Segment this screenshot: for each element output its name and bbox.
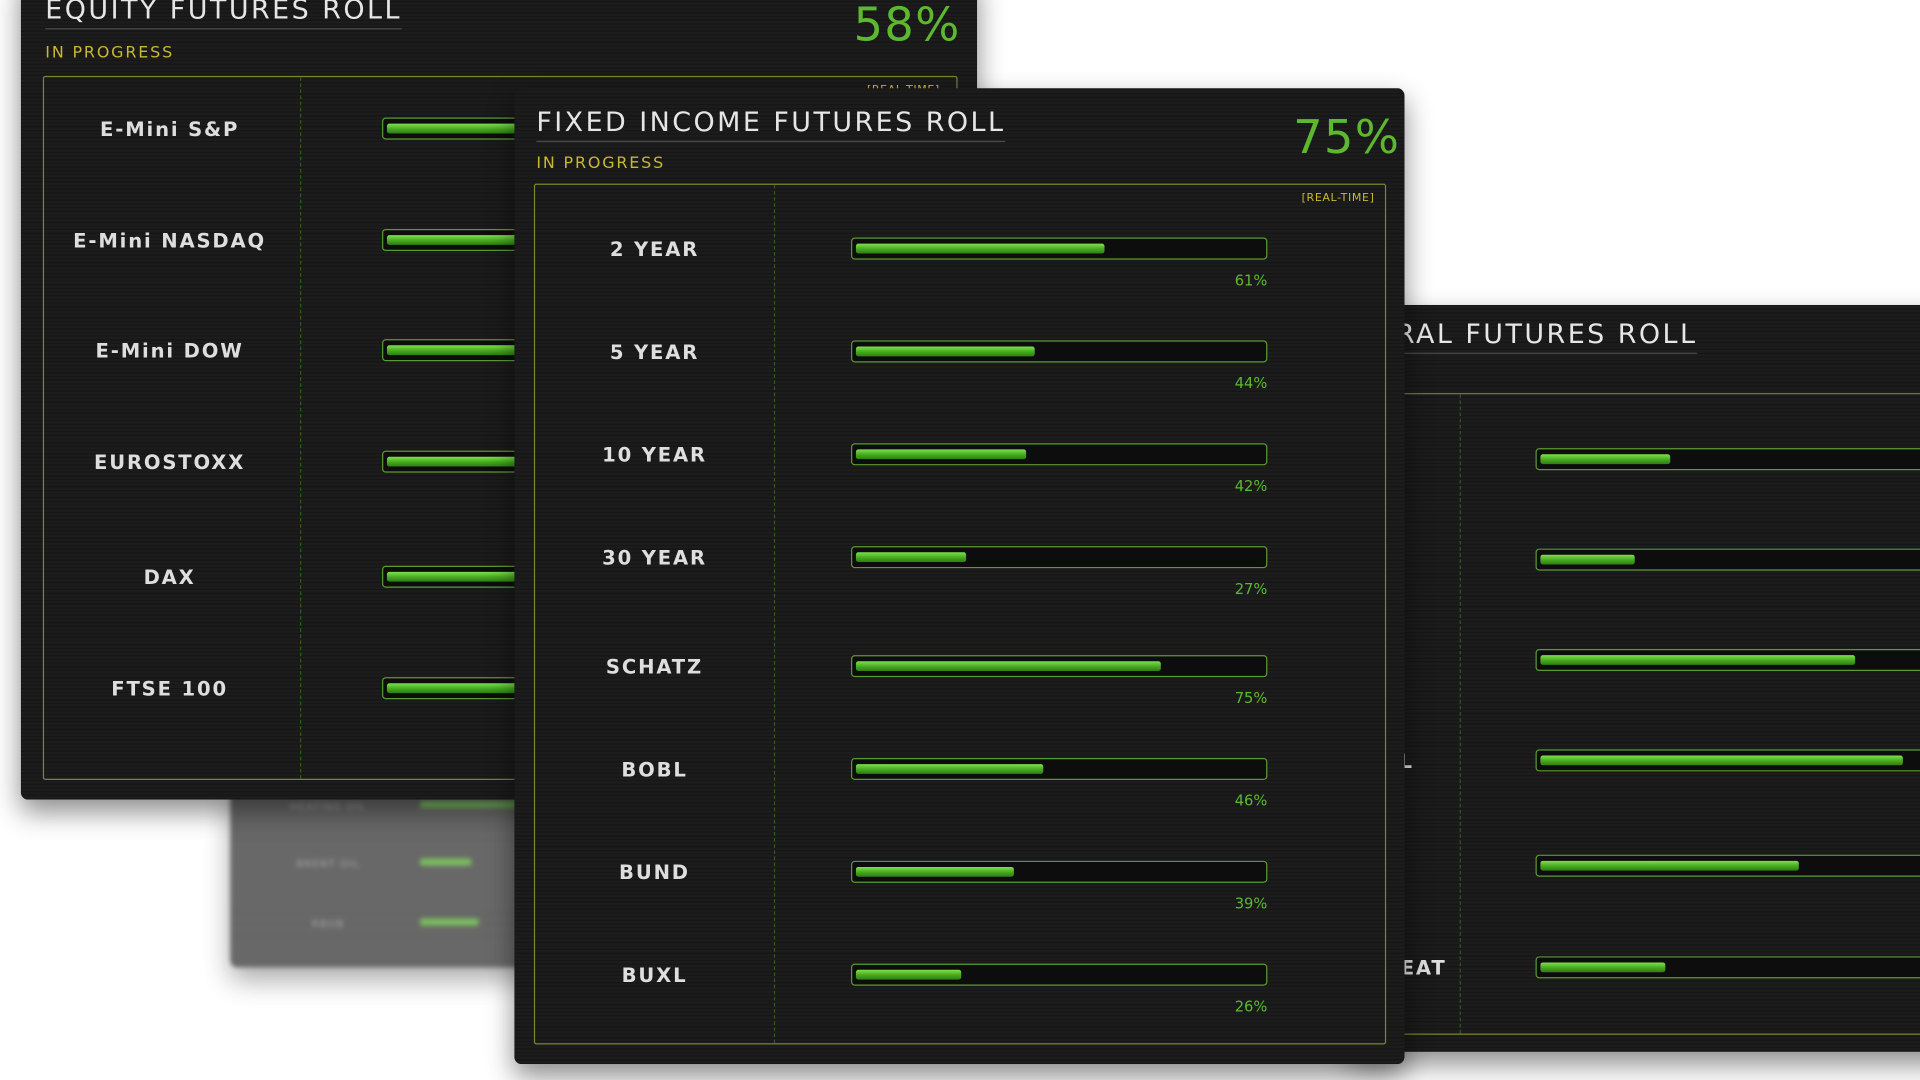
progress-fill <box>1540 962 1666 973</box>
row-label: BOBL <box>621 757 688 782</box>
progress-fill <box>1540 454 1671 465</box>
panel-title: RAL FUTURES ROLL <box>1395 320 1698 354</box>
row-percent: 58 <box>1887 781 1920 798</box>
row-label: EUROSTOXX <box>93 450 246 474</box>
panel-title: FIXED INCOME FUTURES ROLL <box>536 108 1006 143</box>
progress-bar <box>851 443 1268 466</box>
row-label: BUND <box>619 860 690 885</box>
row-label: DAX <box>143 565 196 589</box>
progress-fill <box>855 449 1027 460</box>
progress-bar <box>851 340 1268 363</box>
energy-row-bar <box>420 918 479 926</box>
column-divider <box>1459 394 1461 1034</box>
row-percent: 42% <box>1234 477 1268 495</box>
progress-bar <box>851 860 1268 883</box>
progress-bar <box>851 655 1268 678</box>
row-label: E-Mini NASDAQ <box>73 228 267 253</box>
row-label: 10 YEAR <box>602 443 707 467</box>
progress-bar <box>1535 448 1920 471</box>
row-percent: 55 <box>1887 887 1920 904</box>
row-label: E-Mini DOW <box>95 339 244 363</box>
overall-percent: 58% <box>853 0 961 52</box>
progress-bar <box>1535 648 1920 672</box>
progress-fill <box>1540 655 1856 665</box>
progress-table: 30 22 73 AL 58 <box>1371 393 1920 1035</box>
energy-row-label: RBOB <box>311 918 345 930</box>
row-label: 30 YEAR <box>602 546 707 570</box>
energy-futures-panel: HEATING OIL BRENT OIL RBOB <box>230 783 549 968</box>
column-divider <box>300 77 302 779</box>
energy-row-label: BRENT OIL <box>296 858 360 870</box>
progress-fill <box>855 243 1105 254</box>
progress-fill <box>1540 554 1635 565</box>
progress-bar <box>851 546 1268 569</box>
row-percent: 30 <box>1887 480 1920 497</box>
progress-bar <box>1535 749 1920 772</box>
row-percent: 22 <box>1887 580 1920 597</box>
fixed-income-futures-panel[interactable]: FIXED INCOME FUTURES ROLL IN PROGRESS 75… <box>514 88 1405 1065</box>
progress-fill <box>855 764 1044 774</box>
row-percent: 73 <box>1887 681 1920 698</box>
energy-row-label: HEATING OIL <box>290 800 367 812</box>
status-label: IN PROGRESS <box>45 44 175 63</box>
progress-bar <box>1535 854 1920 877</box>
row-label: E-Mini S&P <box>100 117 240 141</box>
row-percent: 29 <box>1887 988 1920 1005</box>
row-percent: 26% <box>1234 997 1268 1016</box>
energy-row-bar <box>420 858 472 866</box>
row-label: FTSE 100 <box>111 677 228 701</box>
progress-bar <box>1535 956 1920 979</box>
row-percent: 27% <box>1234 580 1268 598</box>
progress-fill <box>855 661 1161 672</box>
progress-fill <box>855 552 967 563</box>
progress-fill <box>855 346 1035 357</box>
column-divider <box>773 184 776 1044</box>
energy-row-bar <box>420 800 538 809</box>
progress-bar <box>851 963 1268 986</box>
row-label: 2 YEAR <box>609 237 700 261</box>
row-label: BUXL <box>621 963 688 987</box>
row-percent: 75% <box>1234 689 1268 707</box>
row-label: 5 YEAR <box>609 340 700 364</box>
row-percent: 61% <box>1234 271 1268 289</box>
progress-fill <box>386 456 603 467</box>
progress-table: [REAL-TIME] 2 YEAR 61% 5 YEAR 44% 10 YEA… <box>533 183 1387 1045</box>
row-label: SCHATZ <box>605 655 704 679</box>
progress-fill <box>855 866 1014 877</box>
progress-bar <box>1535 548 1920 571</box>
realtime-tag: [REAL-TIME] <box>1301 192 1375 205</box>
progress-fill <box>1540 860 1799 871</box>
progress-bar <box>851 757 1268 781</box>
progress-fill <box>855 969 962 980</box>
overall-percent: 75% <box>1293 110 1401 165</box>
row-percent: 39% <box>1234 895 1268 913</box>
row-percent: 46% <box>1234 792 1268 810</box>
agricultural-futures-panel[interactable]: RAL FUTURES ROLL 30 22 <box>1346 304 1920 1052</box>
progress-bar <box>851 237 1268 260</box>
progress-fill <box>1540 755 1903 766</box>
status-label: IN PROGRESS <box>536 154 666 173</box>
panel-title: EQUITY FUTURES ROLL <box>45 0 402 30</box>
row-percent: 44% <box>1234 374 1268 392</box>
